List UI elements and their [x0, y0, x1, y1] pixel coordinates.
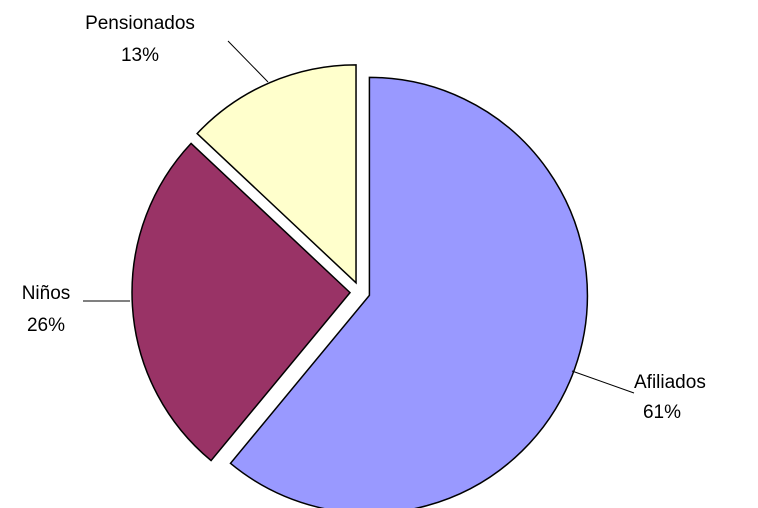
leader-line-pensionados — [227, 40, 269, 83]
pie-slice-pensionados — [196, 64, 357, 285]
pie-slices — [131, 64, 589, 508]
slice-label-ninos: Niños — [22, 283, 71, 304]
slice-value-ninos: 26% — [27, 315, 65, 336]
leader-lines — [83, 40, 635, 394]
slice-value-afiliados: 61% — [643, 402, 681, 423]
leader-line-afiliados — [571, 370, 635, 394]
slice-value-pensionados: 13% — [121, 45, 159, 66]
slice-label-afiliados: Afiliados — [634, 372, 706, 393]
slice-label-pensionados: Pensionados — [85, 13, 195, 34]
pie-slice-afiliados — [229, 76, 589, 508]
pie-slice-ninos — [131, 142, 352, 462]
